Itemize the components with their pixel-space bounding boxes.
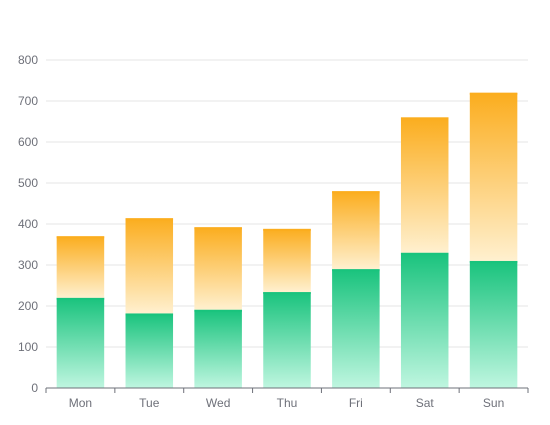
y-axis-tick-labels: 0 100 200 300 400 500 600 700 800 xyxy=(18,53,38,395)
y-tick-label: 200 xyxy=(18,299,38,313)
y-tick-label: 300 xyxy=(18,258,38,272)
y-tick-label: 500 xyxy=(18,176,38,190)
bar-fri-series-2[interactable] xyxy=(332,191,380,270)
y-tick-label: 800 xyxy=(18,53,38,67)
bar-mon-series-2[interactable] xyxy=(56,236,105,298)
y-tick-label: 400 xyxy=(18,217,38,231)
x-tick-label: Thu xyxy=(277,396,298,410)
bar-thu-series-1[interactable] xyxy=(263,292,311,388)
y-tick-label: 0 xyxy=(31,381,38,395)
y-tick-label: 700 xyxy=(18,94,38,108)
bar-thu-series-2[interactable] xyxy=(263,228,311,293)
y-tick-label: 600 xyxy=(18,135,38,149)
x-tick-label: Tue xyxy=(139,396,160,410)
bar-fri-series-1[interactable] xyxy=(332,269,380,388)
bar-tue-series-1[interactable] xyxy=(125,313,174,388)
bar-mon-series-1[interactable] xyxy=(56,297,105,388)
bars xyxy=(56,92,518,388)
bar-sat-series-1[interactable] xyxy=(400,252,449,388)
bar-sun-series-2[interactable] xyxy=(469,92,518,261)
x-axis-tick-labels: Mon Tue Wed Thu Fri Sat Sun xyxy=(69,396,504,410)
x-tick-label: Sat xyxy=(416,396,435,410)
bar-wed-series-1[interactable] xyxy=(194,309,242,388)
bar-wed-series-2[interactable] xyxy=(194,227,242,310)
x-tick-label: Fri xyxy=(349,396,363,410)
bar-sat-series-2[interactable] xyxy=(400,117,449,253)
x-tick-label: Mon xyxy=(69,396,92,410)
y-tick-label: 100 xyxy=(18,340,38,354)
bar-sun-series-1[interactable] xyxy=(469,260,518,388)
x-tick-label: Sun xyxy=(483,396,504,410)
x-axis xyxy=(45,387,529,393)
x-tick-label: Wed xyxy=(206,396,230,410)
bar-tue-series-2[interactable] xyxy=(125,218,174,314)
